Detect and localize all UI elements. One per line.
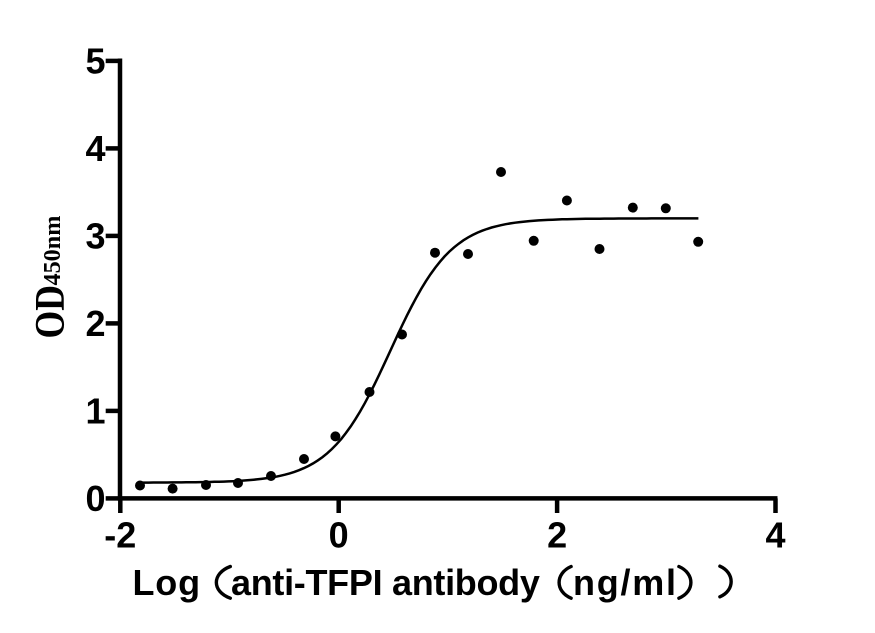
- svg-text:5: 5: [85, 41, 105, 82]
- svg-text:ng/ml: ng/ml: [573, 562, 678, 603]
- svg-text:450nm: 450nm: [39, 216, 66, 286]
- svg-text:4: 4: [85, 128, 105, 169]
- svg-text:OD: OD: [27, 285, 73, 339]
- svg-text:0: 0: [85, 478, 105, 519]
- svg-text:-2: -2: [104, 515, 136, 556]
- svg-text:3: 3: [85, 216, 105, 257]
- svg-text:0: 0: [329, 515, 349, 556]
- svg-text:2: 2: [547, 515, 567, 556]
- svg-text:Log: Log: [133, 562, 201, 603]
- svg-text:anti-TFPI antibody: anti-TFPI antibody: [231, 562, 540, 603]
- svg-text:4: 4: [765, 515, 785, 556]
- svg-text:2: 2: [85, 303, 105, 344]
- svg-text:1: 1: [85, 391, 105, 432]
